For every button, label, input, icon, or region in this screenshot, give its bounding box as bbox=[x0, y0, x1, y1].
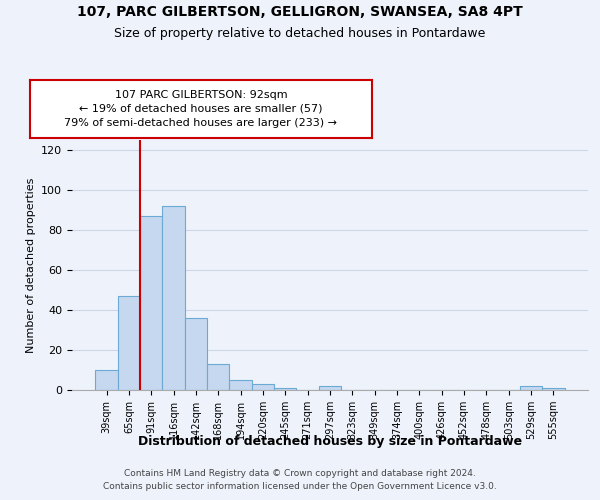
Bar bbox=[95, 370, 118, 390]
Bar bbox=[140, 216, 163, 390]
Bar bbox=[274, 388, 296, 390]
Text: Size of property relative to detached houses in Pontardawe: Size of property relative to detached ho… bbox=[115, 28, 485, 40]
Text: Contains public sector information licensed under the Open Government Licence v3: Contains public sector information licen… bbox=[103, 482, 497, 491]
Bar bbox=[185, 318, 207, 390]
Text: Distribution of detached houses by size in Pontardawe: Distribution of detached houses by size … bbox=[138, 435, 522, 448]
Bar bbox=[118, 296, 140, 390]
Bar bbox=[542, 388, 565, 390]
Text: 107, PARC GILBERTSON, GELLIGRON, SWANSEA, SA8 4PT: 107, PARC GILBERTSON, GELLIGRON, SWANSEA… bbox=[77, 5, 523, 19]
Bar bbox=[520, 386, 542, 390]
Bar bbox=[252, 384, 274, 390]
Text: 107 PARC GILBERTSON: 92sqm
← 19% of detached houses are smaller (57)
79% of semi: 107 PARC GILBERTSON: 92sqm ← 19% of deta… bbox=[65, 90, 337, 128]
Bar bbox=[319, 386, 341, 390]
Text: Contains HM Land Registry data © Crown copyright and database right 2024.: Contains HM Land Registry data © Crown c… bbox=[124, 468, 476, 477]
Bar bbox=[229, 380, 252, 390]
Bar bbox=[207, 364, 229, 390]
Bar bbox=[163, 206, 185, 390]
Y-axis label: Number of detached properties: Number of detached properties bbox=[26, 178, 35, 352]
